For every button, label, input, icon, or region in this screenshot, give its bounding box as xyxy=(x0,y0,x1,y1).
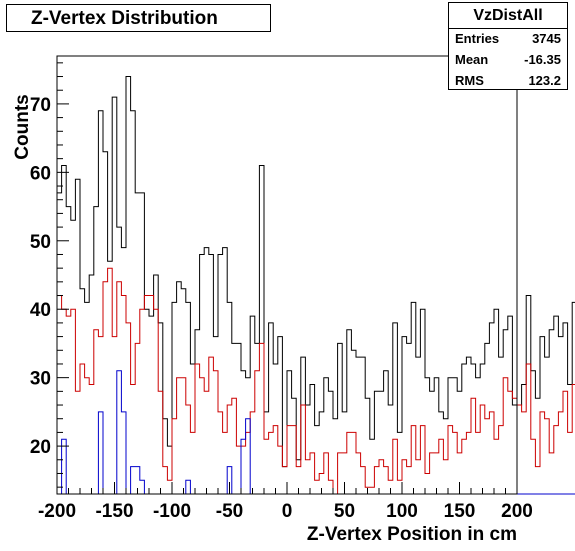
stats-value: 123.2 xyxy=(528,73,561,88)
chart-title: Z-Vertex Distribution xyxy=(31,8,218,29)
y-tick-label: 30 xyxy=(30,369,51,390)
x-axis-label: Z-Vertex Position in cm xyxy=(307,524,517,545)
stats-histogram-name: VzDistAll xyxy=(449,3,567,29)
stats-label: Entries xyxy=(455,31,500,46)
histogram-line-all xyxy=(57,76,575,468)
x-tick-label: -50 xyxy=(216,501,243,522)
stats-label: Mean xyxy=(455,52,489,67)
histogram-line-red xyxy=(57,267,575,495)
stats-box: VzDistAll Entries 3745 Mean -16.35 RMS 1… xyxy=(448,2,568,90)
y-axis-label: Counts xyxy=(12,94,33,159)
title-box: Z-Vertex Distribution xyxy=(6,4,271,32)
y-tick-label: 20 xyxy=(30,437,51,458)
stats-value: -16.35 xyxy=(524,52,561,67)
x-tick-label: -150 xyxy=(95,501,133,522)
histogram-line-blue xyxy=(57,370,575,495)
y-tick-label: 50 xyxy=(30,232,51,253)
y-tick-label: 60 xyxy=(30,163,51,184)
stats-label: RMS xyxy=(455,73,484,88)
stats-value: 3745 xyxy=(532,31,561,46)
x-tick-label: 200 xyxy=(501,501,533,522)
x-tick-label: 50 xyxy=(334,501,355,522)
x-tick-label: 0 xyxy=(282,501,293,522)
y-tick-label: 70 xyxy=(30,95,51,116)
x-tick-label: 100 xyxy=(386,501,418,522)
x-tick-label: 150 xyxy=(444,501,476,522)
x-tick-label: -200 xyxy=(38,501,76,522)
x-tick-label: -100 xyxy=(153,501,191,522)
y-tick-label: 40 xyxy=(30,300,51,321)
